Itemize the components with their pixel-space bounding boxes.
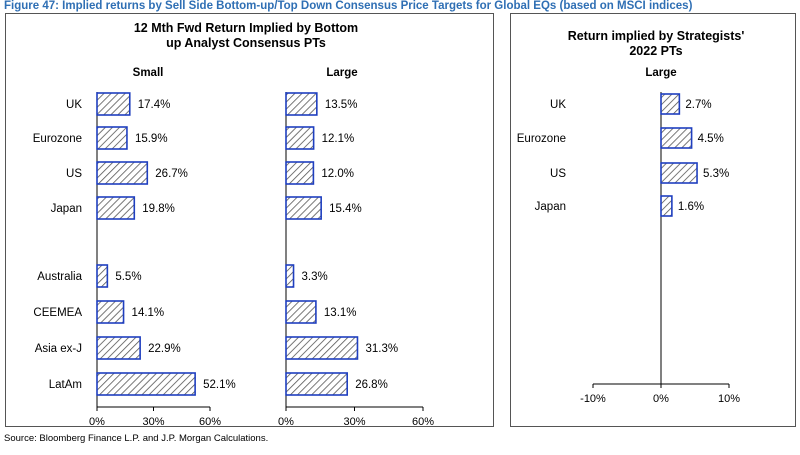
bar xyxy=(285,300,317,324)
figure-title: Figure 47: Implied returns by Sell Side … xyxy=(4,0,693,12)
left-chart-panel: 12 Mth Fwd Return Implied by Bottom up An… xyxy=(5,13,494,428)
right-chart-title-line: Return implied by Strategists' xyxy=(568,29,745,43)
bar xyxy=(96,196,136,220)
bar xyxy=(96,336,141,360)
left-chart-title-line: 12 Mth Fwd Return Implied by Bottom xyxy=(134,21,358,35)
bar xyxy=(660,195,673,217)
x-tick-label: 0% xyxy=(89,416,105,428)
data-label: 12.1% xyxy=(322,133,355,145)
data-label: 31.3% xyxy=(365,343,398,355)
data-label: 26.7% xyxy=(155,168,188,180)
x-tick-label: -10% xyxy=(580,393,606,405)
category-label: UK xyxy=(66,99,82,111)
category-label: Eurozone xyxy=(33,133,82,145)
series-header: Small xyxy=(133,67,164,79)
bar xyxy=(285,126,315,150)
bar xyxy=(660,127,693,149)
bar xyxy=(96,161,149,185)
series-header: Large xyxy=(326,67,357,79)
data-label: 15.4% xyxy=(329,203,362,215)
data-label: 26.8% xyxy=(355,379,388,391)
bar xyxy=(285,92,318,116)
right-chart-title: Return implied by Strategists'2022 PTs xyxy=(568,29,745,58)
data-label: 17.4% xyxy=(138,99,171,111)
x-tick-label: 60% xyxy=(412,416,434,428)
x-tick-label: 0% xyxy=(653,393,669,405)
category-label: Japan xyxy=(535,201,566,213)
bar xyxy=(96,300,125,324)
category-label: CEEMEA xyxy=(33,307,82,319)
x-tick-label: 30% xyxy=(142,416,164,428)
bar xyxy=(285,372,348,396)
right-chart-panel: Return implied by Strategists' 2022 PTs L… xyxy=(510,13,796,427)
source-note: Source: Bloomberg Finance L.P. and J.P. … xyxy=(4,433,269,444)
bar xyxy=(285,264,295,288)
data-label: 5.3% xyxy=(703,168,729,180)
data-label: 13.1% xyxy=(324,307,357,319)
bar xyxy=(285,336,359,360)
category-label: LatAm xyxy=(49,379,82,391)
x-tick-label: 60% xyxy=(199,416,221,428)
bar xyxy=(660,93,681,115)
data-label: 15.9% xyxy=(135,133,168,145)
data-label: 14.1% xyxy=(132,307,165,319)
right-chart-svg: Return implied by Strategists'2022 PTs L… xyxy=(517,29,745,405)
left-chart-title-line: up Analyst Consensus PTs xyxy=(166,36,326,50)
category-label: US xyxy=(550,168,566,180)
category-label: UK xyxy=(550,99,566,111)
right-chart-title-line: 2022 PTs xyxy=(629,44,682,58)
bar xyxy=(660,162,698,184)
bar xyxy=(285,161,315,185)
data-label: 22.9% xyxy=(148,343,181,355)
data-label: 19.8% xyxy=(142,203,175,215)
x-tick-label: 0% xyxy=(278,416,294,428)
data-label: 13.5% xyxy=(325,99,358,111)
category-label: Eurozone xyxy=(517,133,566,145)
x-tick-label: 30% xyxy=(343,416,365,428)
data-label: 1.6% xyxy=(678,201,704,213)
data-label: 12.0% xyxy=(321,168,354,180)
x-tick-label: 10% xyxy=(718,393,740,405)
category-label: Australia xyxy=(37,271,82,283)
category-label: Japan xyxy=(51,203,82,215)
bar xyxy=(285,196,322,220)
bar xyxy=(96,372,196,396)
data-label: 3.3% xyxy=(302,271,328,283)
data-label: 2.7% xyxy=(685,99,711,111)
category-label: Asia ex-J xyxy=(35,343,82,355)
data-label: 4.5% xyxy=(698,133,724,145)
bar xyxy=(96,92,131,116)
series-header: Large xyxy=(645,67,676,79)
bar xyxy=(96,264,109,288)
data-label: 5.5% xyxy=(115,271,141,283)
bar xyxy=(96,126,128,150)
category-label: US xyxy=(66,168,82,180)
data-label: 52.1% xyxy=(203,379,236,391)
